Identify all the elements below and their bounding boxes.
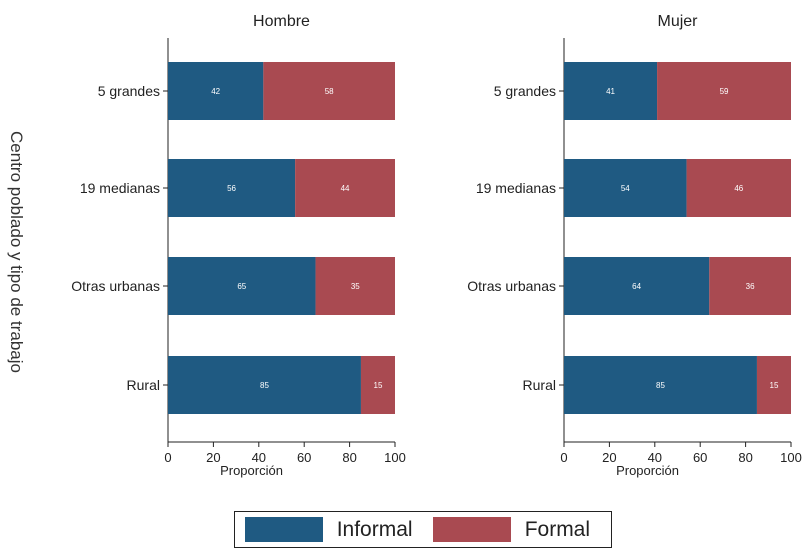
x-axis-title-mujer: Proporción [616,463,679,478]
bar-mujer-informal [564,62,658,120]
x-tick-label-hombre: 80 [342,450,356,465]
x-tick-label-mujer: 80 [738,450,752,465]
x-tick-label-hombre: 100 [384,450,406,465]
panel-title-mujer: Mujer [657,13,698,30]
data-label-mujer-informal: 54 [621,184,630,193]
x-tick-label-mujer: 100 [780,450,802,465]
bar-mujer-informal [564,257,710,315]
x-tick-label-hombre: 40 [252,450,266,465]
data-label-hombre-informal: 65 [237,282,246,291]
category-label-mujer: 5 grandes [494,83,556,99]
bar-hombre-informal [168,356,361,414]
data-label-mujer-formal: 46 [734,184,743,193]
data-label-mujer-formal: 36 [746,282,755,291]
legend-swatch-formal [433,517,511,542]
category-label-hombre: 19 medianas [80,180,160,196]
x-tick-label-hombre: 20 [206,450,220,465]
category-label-mujer: Otras urbanas [467,278,556,294]
x-tick-label-mujer: 0 [560,450,567,465]
legend-swatch-informal [245,517,323,542]
data-label-mujer-informal: 85 [656,381,665,390]
data-label-mujer-formal: 59 [720,87,729,96]
category-label-hombre: Otras urbanas [71,278,160,294]
bar-mujer-formal [657,62,791,120]
category-label-mujer: 19 medianas [476,180,556,196]
category-label-hombre: 5 grandes [98,83,160,99]
data-label-mujer-formal: 15 [770,381,779,390]
category-label-mujer: Rural [523,377,556,393]
bar-mujer-formal [686,159,791,217]
legend: Informal Formal [234,511,612,548]
bar-hombre-formal [263,62,395,120]
data-label-hombre-formal: 15 [374,381,383,390]
bar-mujer-informal [564,356,757,414]
data-label-hombre-informal: 85 [260,381,269,390]
data-label-hombre-informal: 42 [211,87,220,96]
legend-label-informal: Informal [336,517,413,541]
data-label-hombre-informal: 56 [227,184,236,193]
data-label-hombre-formal: 58 [325,87,334,96]
bar-mujer-informal [564,159,687,217]
panel-title-hombre: Hombre [253,13,310,30]
data-label-mujer-informal: 64 [632,282,641,291]
legend-label-formal: Formal [524,517,591,541]
y-axis-title: Centro poblado y tipo de trabajo [7,131,26,373]
x-tick-label-hombre: 60 [297,450,311,465]
category-label-hombre: Rural [127,377,160,393]
bar-hombre-informal [168,62,264,120]
x-tick-label-hombre: 0 [164,450,171,465]
bar-hombre-formal [360,356,395,414]
bar-hombre-formal [295,159,395,217]
bar-mujer-formal [709,257,791,315]
bar-hombre-formal [315,257,395,315]
bar-mujer-formal [756,356,791,414]
bar-hombre-informal [168,159,296,217]
data-label-hombre-formal: 44 [341,184,350,193]
bar-hombre-informal [168,257,316,315]
x-tick-label-mujer: 20 [602,450,616,465]
x-axis-title-hombre: Proporción [220,463,283,478]
data-label-hombre-formal: 35 [351,282,360,291]
data-label-mujer-informal: 41 [606,87,615,96]
x-tick-label-mujer: 40 [648,450,662,465]
x-tick-label-mujer: 60 [693,450,707,465]
y-axis-title-wrap: Centro poblado y tipo de trabajo [0,0,30,552]
